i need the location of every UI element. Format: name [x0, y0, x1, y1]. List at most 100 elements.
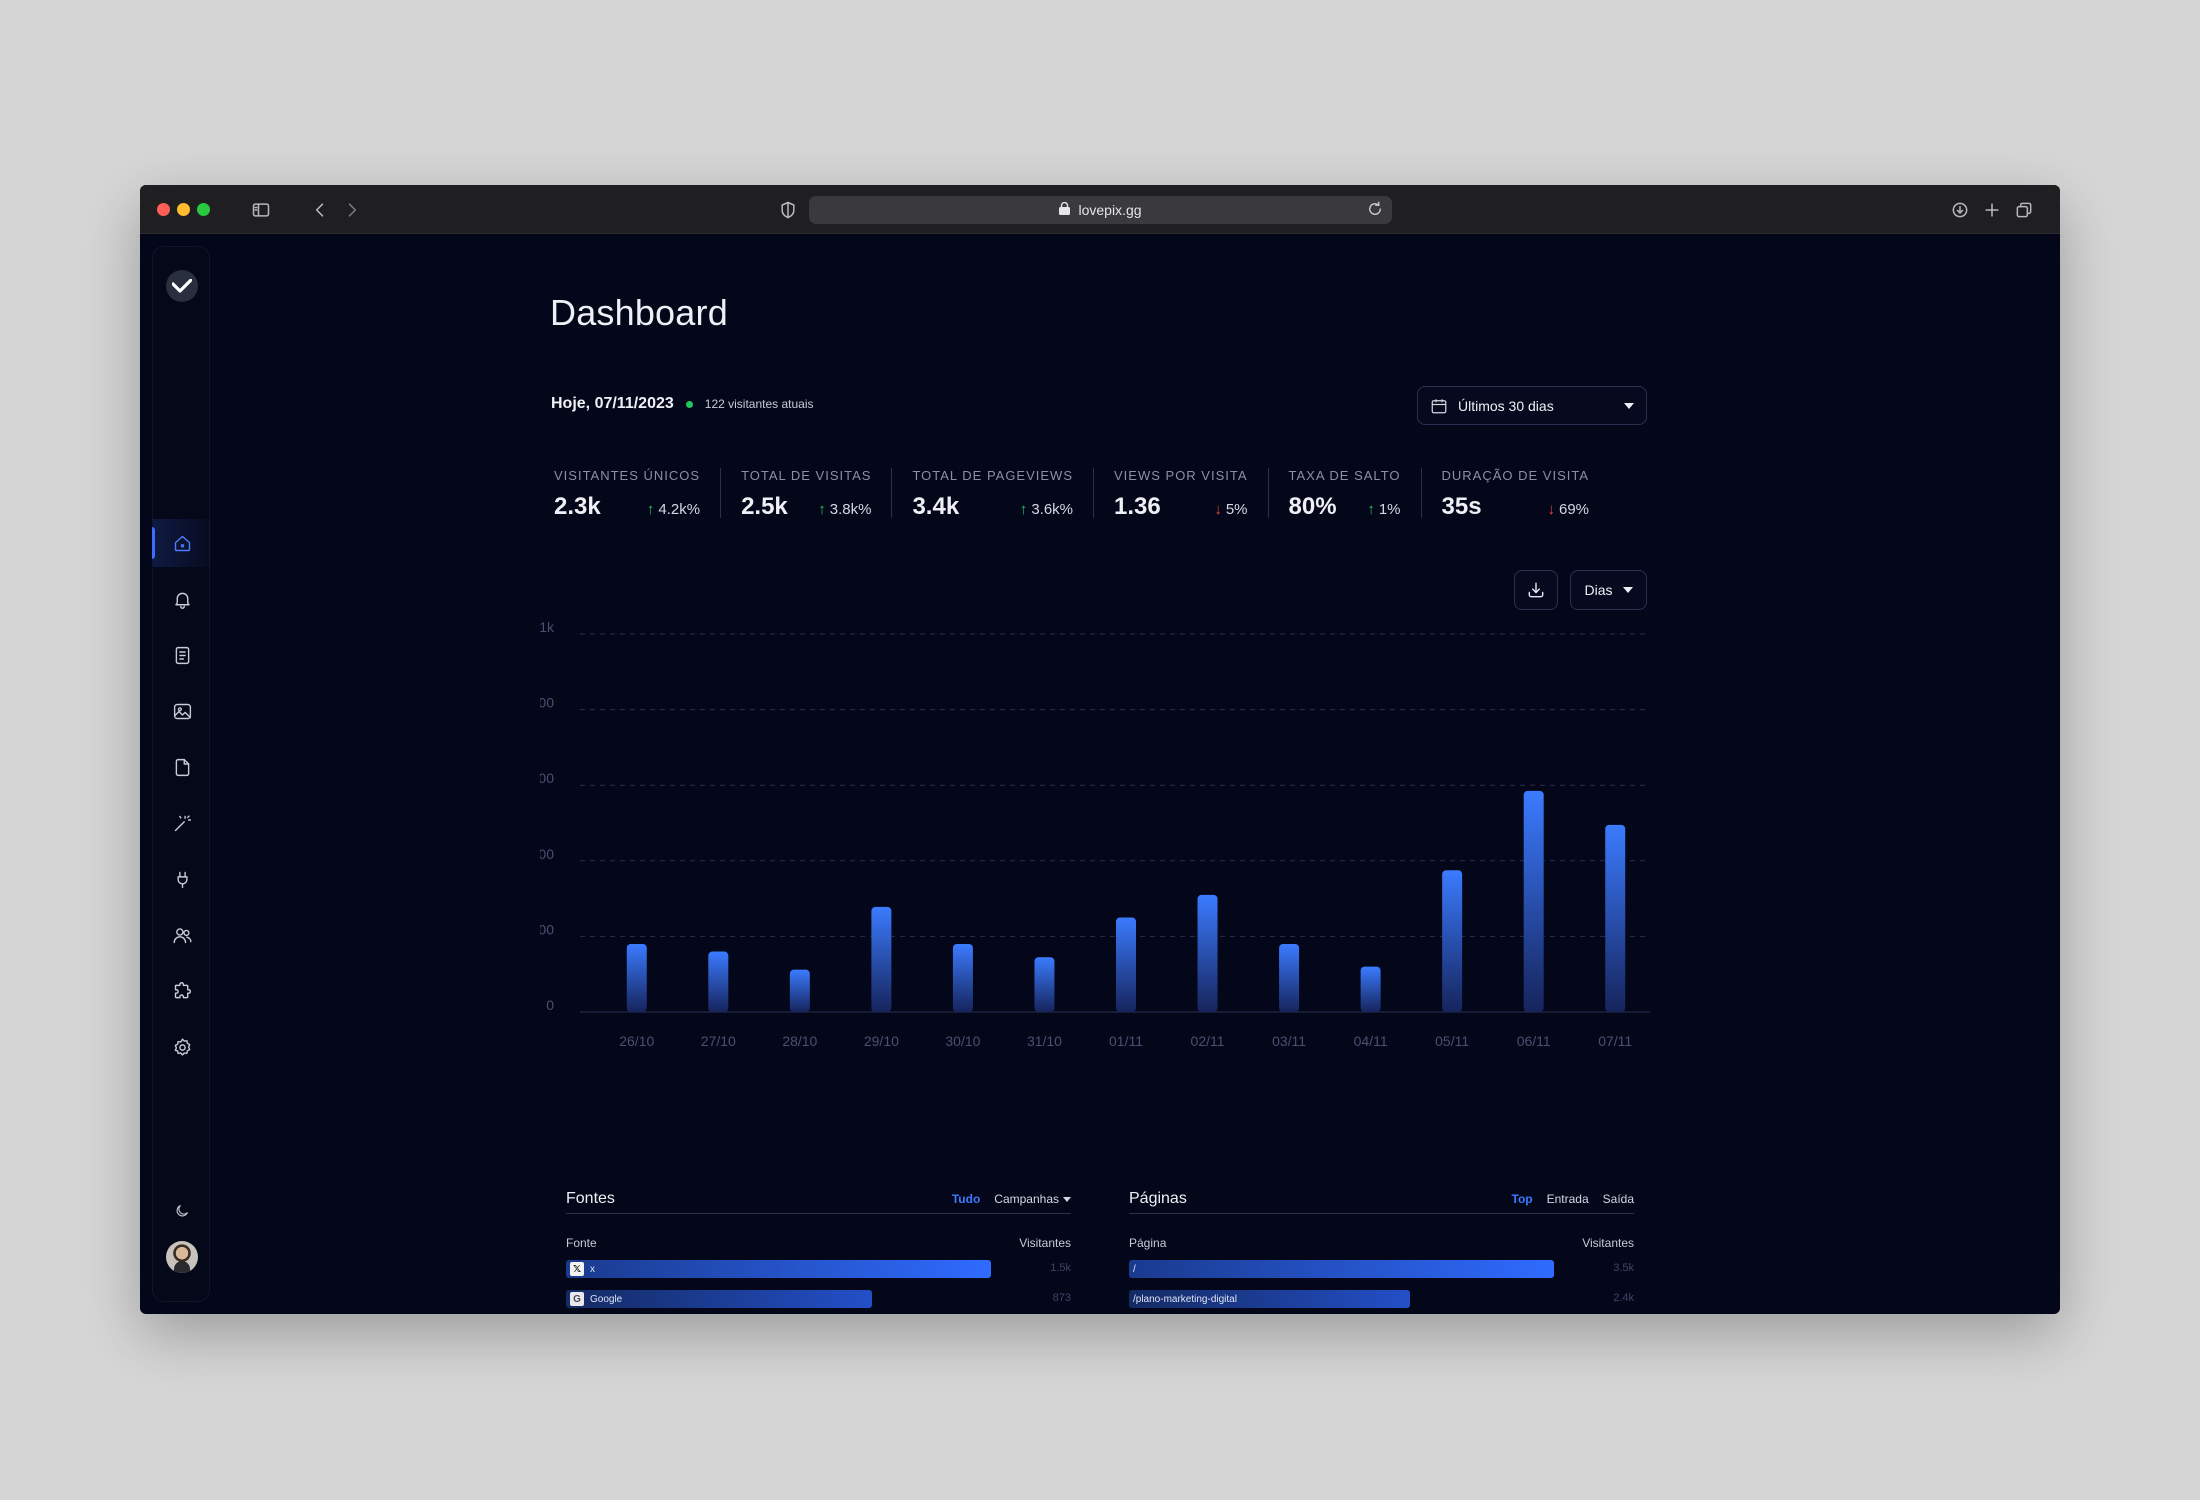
x-tick-label: 31/10 [1027, 1033, 1062, 1049]
page-bar: / [1129, 1260, 1554, 1278]
tab-exit[interactable]: Saída [1602, 1191, 1634, 1206]
stat-row: 3.4k ↑ 3.6k% [912, 493, 1073, 521]
date-range-select[interactable]: Últimos 30 dias [1417, 386, 1647, 425]
stat-label: Taxa de salto [1288, 468, 1401, 483]
app-logo[interactable] [166, 270, 198, 302]
sources-title: Fontes [566, 1189, 615, 1207]
stat-delta: ↑ 3.8k% [818, 501, 871, 518]
x-logo-icon: 𝕏 [570, 1262, 584, 1276]
list-item[interactable]: /plano-marketing-digital 2.4k [1129, 1290, 1634, 1314]
stat-delta-value: 4.2k% [658, 501, 701, 518]
theme-toggle[interactable] [153, 1187, 211, 1235]
x-tick-label: 07/11 [1598, 1033, 1632, 1049]
sidebar-item-settings[interactable] [153, 1023, 211, 1071]
chart-bar[interactable] [1116, 917, 1136, 1013]
stat-delta-value: 3.8k% [829, 501, 872, 518]
sidebar-item-notifications[interactable] [153, 575, 211, 623]
sidebar-item-automation[interactable] [153, 799, 211, 847]
user-avatar[interactable] [166, 1241, 198, 1273]
minimize-window-button[interactable] [177, 203, 190, 216]
address-bar[interactable]: lovepix.gg [809, 196, 1392, 224]
y-tick-label: 200 [540, 921, 554, 937]
chart-bar[interactable] [952, 943, 973, 1012]
pages-list: / 3.5k /plano-marketing-digital 2.4k [1129, 1260, 1634, 1314]
sidebar-item-team[interactable] [153, 911, 211, 959]
chart-bar[interactable] [1442, 870, 1463, 1012]
stat-card: Total de pageviews 3.4k ↑ 3.6k% [912, 468, 1095, 521]
chart-bar[interactable] [1197, 894, 1218, 1012]
column-source: Fonte [566, 1236, 597, 1250]
page-label: / [1133, 1263, 1136, 1275]
browser-toolbar: lovepix.gg [140, 185, 2060, 234]
sidebar-item-files[interactable] [153, 743, 211, 791]
column-visitors: Visitantes [1582, 1236, 1634, 1250]
source-label: x [590, 1263, 595, 1275]
chart-bar[interactable] [1523, 790, 1544, 1012]
stat-card: Visitantes únicos 2.3k ↑ 4.2k% [554, 468, 722, 521]
stat-delta: ↑ 4.2k% [647, 501, 700, 518]
y-tick-label: 1k [540, 619, 555, 635]
chart-bar[interactable] [626, 943, 647, 1012]
stat-label: Duração de visita [1441, 468, 1590, 483]
sidebar-item-reports[interactable] [153, 631, 211, 679]
users-icon [172, 927, 192, 943]
stat-row: 2.3k ↑ 4.2k% [554, 493, 700, 521]
reload-icon[interactable] [1366, 200, 1386, 220]
forward-icon[interactable] [339, 197, 365, 223]
stat-delta-value: 1% [1378, 501, 1401, 518]
moon-icon [176, 1205, 188, 1217]
sidebar-item-media[interactable] [153, 687, 211, 735]
plug-icon [176, 871, 188, 888]
granularity-select[interactable]: Dias [1570, 570, 1647, 610]
chart-bar[interactable] [708, 951, 729, 1012]
file-icon [175, 758, 189, 776]
stat-card: Total de visitas 2.5k ↑ 3.8k% [741, 468, 893, 520]
tab-top[interactable]: Top [1511, 1191, 1533, 1206]
stat-delta: ↑ 1% [1367, 501, 1400, 518]
chart-bar[interactable] [1279, 943, 1300, 1012]
shield-icon[interactable] [775, 197, 801, 223]
tab-entry[interactable]: Entrada [1546, 1191, 1589, 1206]
main-content: Dashboard Hoje, 07/11/2023 122 visitante… [140, 234, 2060, 1314]
list-item[interactable]: / 3.5k [1129, 1260, 1634, 1290]
stat-value: 80% [1288, 493, 1337, 520]
pages-header: Páginas Top Entrada Saída [1129, 1184, 1634, 1214]
source-label: Google [590, 1293, 623, 1305]
new-tab-icon[interactable] [1979, 197, 2005, 223]
tab-overview-icon[interactable] [2011, 197, 2037, 223]
chart-bar[interactable] [871, 906, 892, 1012]
sidebar-item-extensions[interactable] [153, 967, 211, 1015]
settings-icon [174, 1037, 190, 1056]
date-range-value: Últimos 30 dias [1458, 397, 1554, 414]
chart-bar[interactable] [1605, 824, 1626, 1012]
zoom-window-button[interactable] [197, 203, 210, 216]
close-window-button[interactable] [157, 203, 170, 216]
sidebar-item-integrations[interactable] [153, 855, 211, 903]
document-icon [175, 646, 189, 664]
stat-delta-value: 3.6k% [1031, 501, 1074, 518]
page-value: 3.5k [1613, 1262, 1634, 1274]
back-icon[interactable] [307, 197, 333, 223]
stat-value: 1.36 [1114, 493, 1161, 520]
chart-bar[interactable] [1360, 966, 1381, 1012]
list-item[interactable]: 𝕏 x 1.5k [566, 1260, 1071, 1290]
tab-all[interactable]: Tudo [951, 1191, 981, 1206]
stat-delta: ↓ 69% [1548, 501, 1590, 518]
chart-bar[interactable] [1034, 957, 1055, 1012]
page-value: 2.4k [1613, 1292, 1634, 1304]
stat-card: Views por visita 1.36 ↓ 5% [1114, 468, 1269, 520]
sidebar-toggle-icon[interactable] [248, 197, 274, 223]
tab-campaigns[interactable]: Campanhas [994, 1192, 1071, 1206]
sidebar-item-home[interactable] [152, 519, 211, 567]
source-bar: G Google [566, 1290, 872, 1308]
stat-delta-value: 69% [1559, 501, 1590, 518]
live-visitors-count: 122 visitantes atuais [704, 397, 814, 411]
home-icon [174, 535, 190, 551]
sources-tabs: Tudo Campanhas [952, 1192, 1071, 1206]
downloads-icon[interactable] [1947, 197, 1973, 223]
chart-bar[interactable] [789, 969, 810, 1012]
stat-card: Duração de visita 35s ↓ 69% [1441, 468, 1590, 520]
today-date: Hoje, 07/11/2023 [551, 395, 674, 412]
list-item[interactable]: G Google 873 [566, 1290, 1071, 1314]
download-button[interactable] [1514, 570, 1558, 610]
